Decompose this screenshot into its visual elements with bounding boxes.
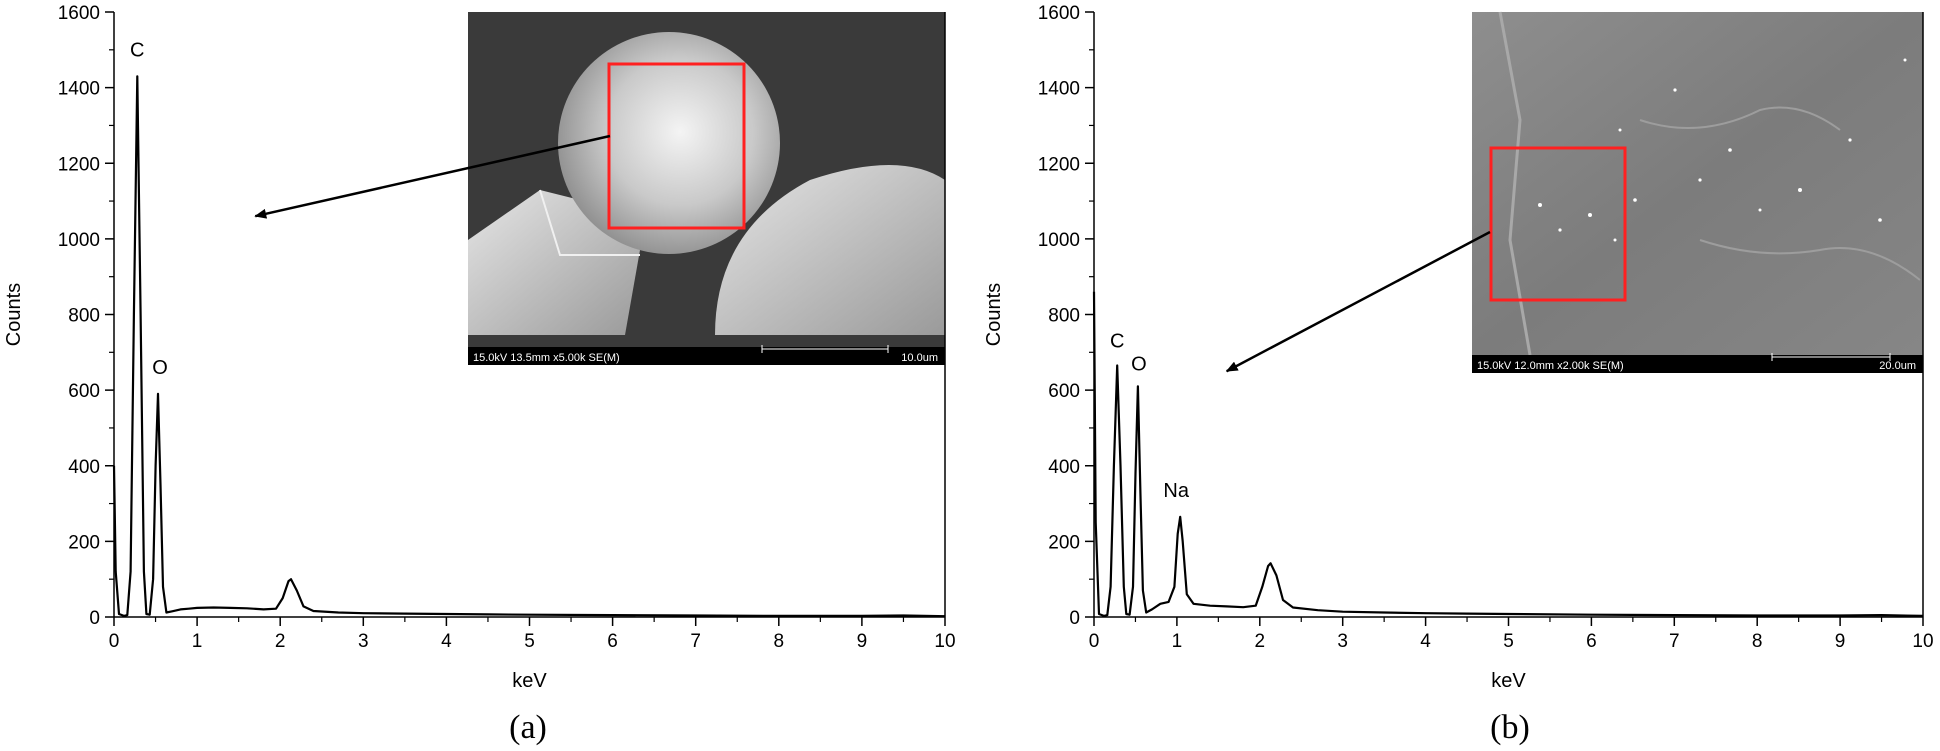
- panel-b: 15.0kV 12.0mm x2.00k SE(M) 20.0um 0 1 2 3 4 5…: [983, 3, 1934, 746]
- inset-b-scale-text: 20.0um: [1879, 360, 1916, 372]
- panel-a-y-tick-label: 1000: [58, 230, 100, 251]
- panel-b-y-tick-label: 1400: [1038, 79, 1080, 100]
- panel-a-y-tick-label: 0: [89, 608, 100, 629]
- inset-a-sphere: [558, 32, 780, 254]
- panel-b-y-tick-label: 600: [1048, 381, 1080, 402]
- panel-a-y-tick-label: 200: [68, 532, 100, 553]
- panel-a-x-tick-label: 2: [275, 631, 286, 652]
- panel-a-inset: 15.0kV 13.5mm x5.00k SE(M) 10.0um: [468, 12, 945, 365]
- panel-b-x-tick-label: 7: [1669, 631, 1680, 652]
- panel-a-spectrum-line: [112, 75, 946, 618]
- panel-b-y-tick-label: 200: [1048, 532, 1080, 553]
- panel-a-y-tick-label: 400: [68, 457, 100, 478]
- panel-a-y-axis-title: Counts: [3, 283, 25, 346]
- inset-a-scale-bar: [761, 345, 889, 353]
- panel-b-x-axis-title: keV: [1491, 670, 1526, 692]
- panel-a-peak-label-c: C: [130, 39, 144, 61]
- inset-b-surface-ridge: [1639, 106, 1841, 131]
- panel-b-x-tick-label: 0: [1089, 631, 1100, 652]
- panel-a-caption: (a): [509, 709, 547, 746]
- panel-b-y-tick-label: 1200: [1038, 154, 1080, 175]
- panel-a-x-tick-label: 1: [192, 631, 203, 652]
- panel-b-x-tick-label: 1: [1172, 631, 1183, 652]
- panel-a-x-axis-title: keV: [512, 670, 547, 692]
- panel-b-x-tick-label: 9: [1835, 631, 1846, 652]
- inset-b-particles: [1538, 58, 1907, 242]
- inset-a-scale-text: 10.0um: [901, 352, 938, 364]
- panel-a-peak-label-o: O: [152, 357, 168, 379]
- panel-b-x-tick-label: 5: [1503, 631, 1514, 652]
- inset-b-surface-crack: [1498, 11, 1532, 356]
- panel-a-x-tick-label: 6: [607, 631, 618, 652]
- panel-b-y-tick-label: 400: [1048, 457, 1080, 478]
- panel-a-y-tick-label: 600: [68, 381, 100, 402]
- panel-b-caption: (b): [1490, 709, 1530, 746]
- panel-b-peak-label-na: Na: [1163, 480, 1189, 502]
- panel-a-y-tick-label: 1200: [58, 154, 100, 175]
- inset-b-scale-bar: [1771, 353, 1891, 361]
- inset-a-info-bar: [468, 347, 945, 365]
- panel-b-y-tick-label: 1600: [1038, 3, 1080, 24]
- panel-b-inset-arrow: [1225, 230, 1491, 373]
- inset-b-info-bar: [1472, 355, 1923, 373]
- panel-b-peak-label-c: C: [1110, 331, 1124, 353]
- panel-b-y-tick-label: 1000: [1038, 230, 1080, 251]
- panel-a-x-tick-label: 8: [774, 631, 785, 652]
- panel-a-x-tick-label: 3: [358, 631, 369, 652]
- inset-b-info-text: 15.0kV 12.0mm x2.00k SE(M): [1477, 360, 1624, 372]
- panel-a-inset-arrow: [254, 134, 611, 219]
- inset-b-surface-fold: [1699, 239, 1921, 281]
- inset-a-selection-box: [607, 62, 746, 230]
- inset-b-selection-box: [1489, 146, 1627, 302]
- panel-b-x-tick-label: 3: [1337, 631, 1348, 652]
- panel-b-peak-label-o: O: [1131, 353, 1147, 375]
- panel-a-x-tick-label: 0: [109, 631, 120, 652]
- panel-b-x-tick-label: 2: [1255, 631, 1266, 652]
- panel-b-x-tick-label: 10: [1912, 631, 1933, 652]
- panel-a-x-tick-label: 4: [441, 631, 452, 652]
- inset-b-background: [1472, 12, 1923, 355]
- panel-a-y-tick-label: 1600: [58, 3, 100, 24]
- panel-b-y-tick-label: 800: [1048, 306, 1080, 327]
- inset-a-particle-right: [715, 165, 945, 335]
- panel-b-spectrum-line: [1092, 291, 1924, 618]
- panel-a-x-tick-label: 7: [690, 631, 701, 652]
- inset-a-info-text: 15.0kV 13.5mm x5.00k SE(M): [473, 352, 620, 364]
- panel-b-inset: 15.0kV 12.0mm x2.00k SE(M) 20.0um: [1472, 11, 1923, 373]
- panel-a-x-tick-label: 10: [934, 631, 955, 652]
- panel-b-y-axis-title: Counts: [983, 283, 1005, 346]
- inset-a-particle-edge: [539, 189, 640, 256]
- panel-b-x-tick-label: 8: [1752, 631, 1763, 652]
- panel-a-y-tick-label: 1400: [58, 79, 100, 100]
- panel-b-x-tick-label: 6: [1586, 631, 1597, 652]
- panel-a-x-tick-label: 9: [857, 631, 868, 652]
- panel-b-x-tick-label: 4: [1420, 631, 1431, 652]
- panel-a-x-tick-label: 5: [524, 631, 535, 652]
- panel-b-y-tick-label: 0: [1069, 608, 1080, 629]
- panel-a: 15.0kV 13.5mm x5.00k SE(M) 10.0um 0 1 2 3 4 5…: [3, 3, 956, 746]
- panel-a-y-tick-label: 800: [68, 306, 100, 327]
